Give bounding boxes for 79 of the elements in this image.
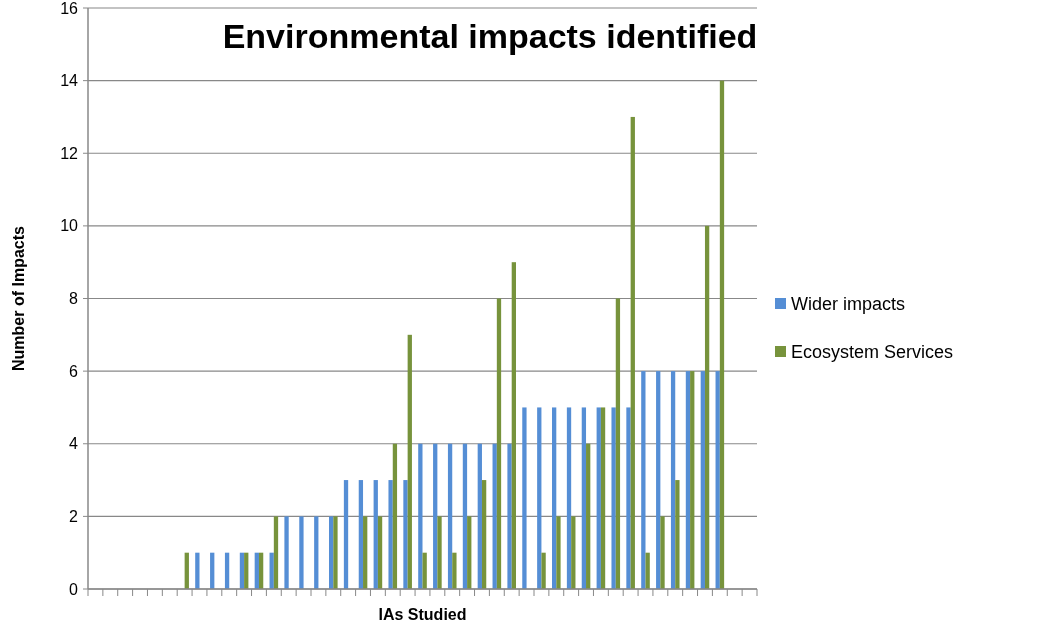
bar (244, 552, 249, 589)
bar (437, 516, 442, 589)
bar (422, 552, 427, 589)
bar (641, 371, 646, 589)
bar (611, 407, 616, 589)
y-tick-label: 14 (60, 72, 79, 90)
bar (447, 443, 453, 589)
bar (700, 371, 705, 589)
bar (481, 480, 487, 589)
bar (343, 480, 349, 589)
y-tick-label: 16 (60, 0, 79, 17)
bar (258, 552, 264, 589)
bar (284, 516, 289, 589)
bar (239, 552, 245, 589)
bar (195, 552, 200, 589)
bar (615, 298, 621, 589)
bar (581, 407, 587, 589)
bar (496, 298, 502, 589)
bar (552, 407, 557, 589)
bar (418, 443, 423, 589)
bar (537, 407, 542, 589)
bar (373, 480, 378, 589)
x-axis-title: IAs Studied (378, 606, 467, 623)
y-tick-label: 0 (69, 580, 79, 598)
bar (492, 443, 497, 589)
bar (363, 516, 368, 589)
bar (704, 225, 710, 589)
bar (690, 371, 695, 589)
bar (433, 443, 438, 589)
bar (566, 407, 572, 589)
bar (715, 371, 720, 589)
bar (586, 443, 591, 589)
bar (333, 516, 338, 589)
bar (626, 407, 631, 589)
y-tick-label: 2 (69, 507, 79, 525)
chart-title: Environmental impacts identified (222, 17, 758, 55)
legend-label: Wider impacts (791, 294, 906, 315)
bar (660, 516, 665, 589)
bar (656, 371, 661, 589)
bar (377, 516, 383, 589)
bar (269, 552, 274, 589)
bar (719, 80, 725, 589)
y-tick-label: 4 (69, 435, 79, 453)
y-tick-label: 8 (69, 290, 79, 308)
bar (254, 552, 259, 589)
bar (556, 516, 561, 589)
bar (388, 480, 393, 589)
bar (645, 552, 650, 589)
y-tick-label: 12 (60, 144, 79, 162)
bar (596, 407, 601, 589)
bar (299, 516, 304, 589)
bar (630, 116, 635, 589)
bar (184, 552, 189, 589)
bar (329, 516, 334, 589)
bar (407, 334, 412, 589)
bar (571, 516, 576, 589)
bar (273, 516, 279, 589)
bar (670, 371, 676, 589)
bar (685, 371, 691, 589)
bar (522, 407, 527, 589)
bar (511, 262, 516, 589)
bar (392, 443, 398, 589)
bar (314, 516, 319, 589)
y-axis-title: Number of Impacts (10, 225, 27, 371)
bar (403, 480, 408, 589)
bar (467, 516, 472, 589)
bar (600, 407, 606, 589)
bar (452, 552, 457, 589)
y-tick-label: 6 (69, 362, 79, 380)
bar (675, 480, 680, 589)
legend-label: Ecosystem Services (791, 342, 954, 363)
bar (210, 552, 215, 589)
bar (541, 552, 546, 589)
bar (462, 443, 468, 589)
bar (507, 443, 512, 589)
bar (358, 480, 364, 589)
bar (224, 552, 230, 589)
y-tick-label: 10 (60, 217, 79, 235)
bar (477, 443, 482, 589)
